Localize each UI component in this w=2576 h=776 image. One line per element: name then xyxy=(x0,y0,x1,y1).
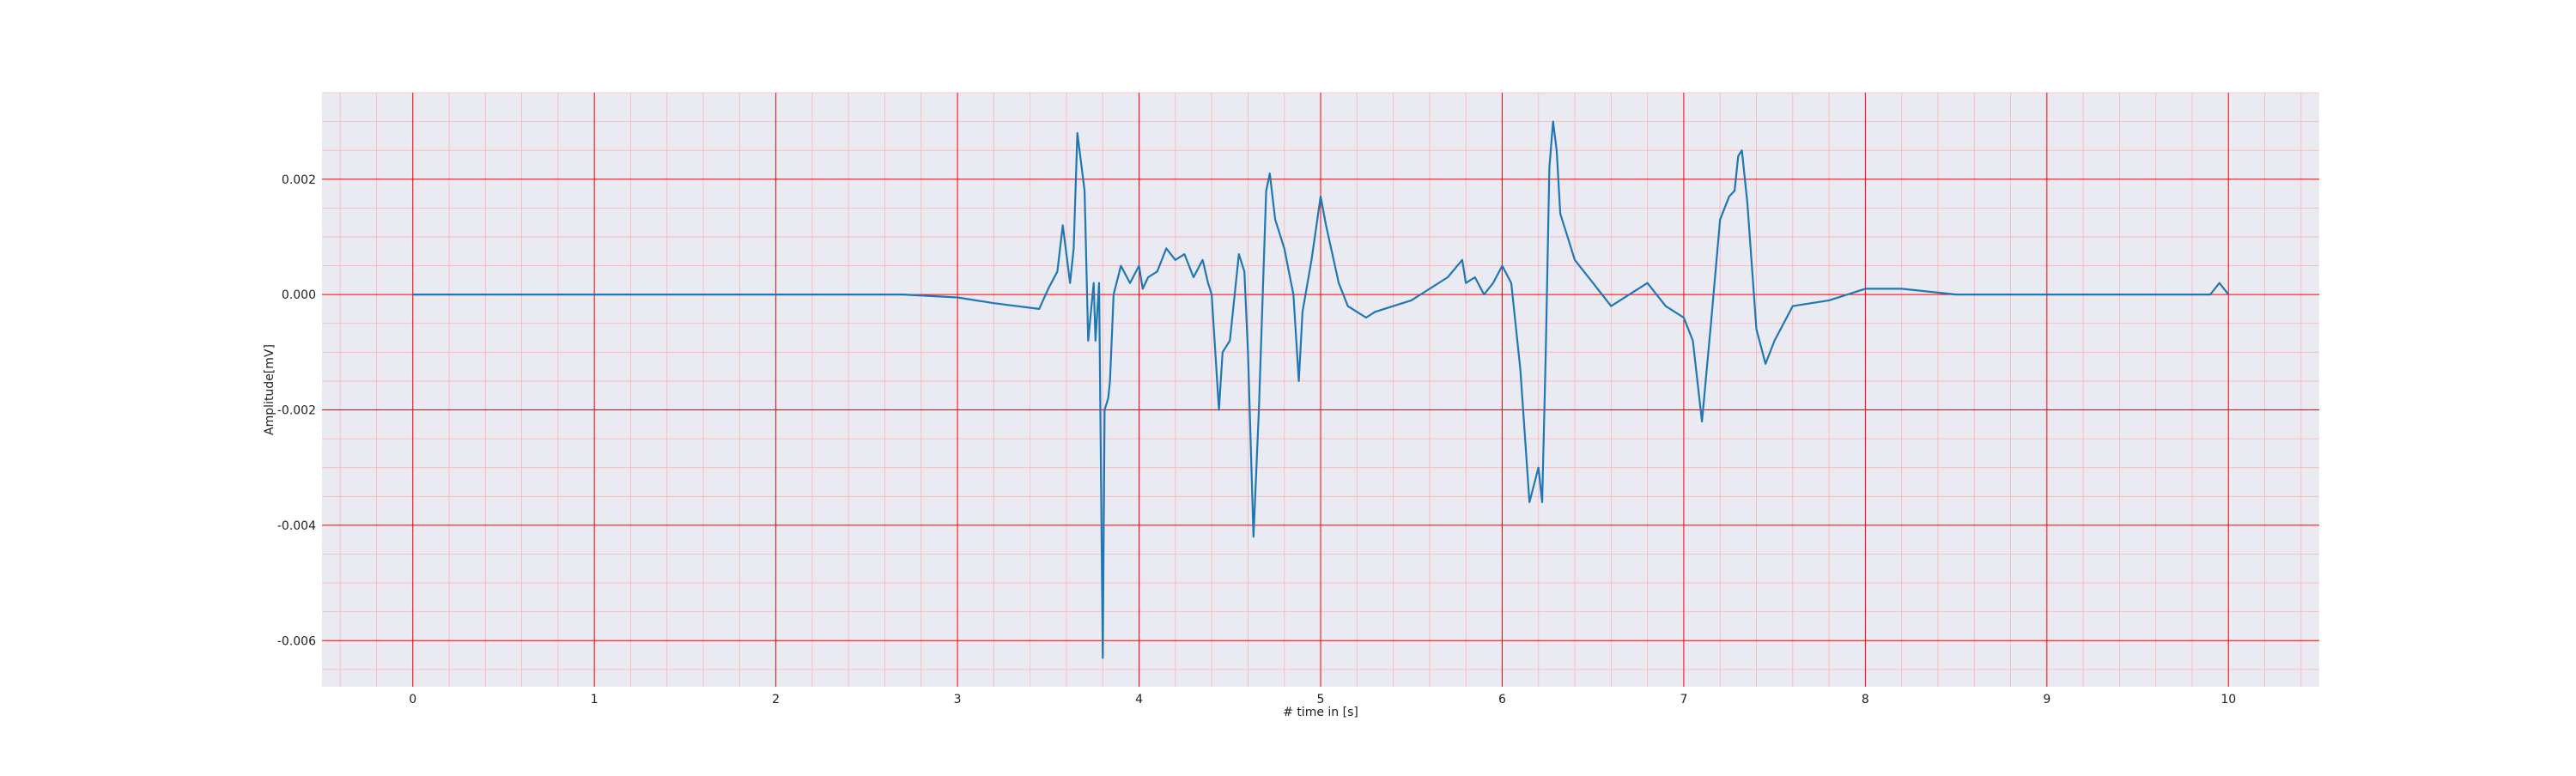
x-tick-label: 9 xyxy=(2043,693,2050,706)
x-tick-label: 5 xyxy=(1317,693,1325,706)
x-axis-label: # time in [s] xyxy=(1283,706,1358,719)
x-tick-label: 4 xyxy=(1135,693,1143,706)
x-tick-label: 10 xyxy=(2221,693,2236,706)
x-axis-ticks: 0 1 2 3 4 5 6 7 8 9 10 xyxy=(409,693,2236,706)
y-axis-ticks: -0.006 -0.004 -0.002 0.000 0.002 xyxy=(277,173,316,648)
y-tick-label: -0.004 xyxy=(277,519,316,533)
x-tick-label: 7 xyxy=(1680,693,1687,706)
x-tick-label: 0 xyxy=(409,693,416,706)
x-tick-label: 6 xyxy=(1498,693,1506,706)
x-tick-label: 1 xyxy=(591,693,598,706)
y-axis-label: Amplitude[mV] xyxy=(263,344,276,435)
series-layer xyxy=(412,120,2230,659)
series-line xyxy=(412,120,2230,659)
x-tick-label: 8 xyxy=(1862,693,1869,706)
y-tick-label: -0.006 xyxy=(277,634,316,648)
x-tick-label: 3 xyxy=(954,693,962,706)
x-tick-label: 2 xyxy=(772,693,780,706)
y-tick-label: -0.002 xyxy=(277,404,316,418)
y-tick-label: 0.000 xyxy=(282,288,316,302)
y-tick-label: 0.002 xyxy=(282,173,316,187)
